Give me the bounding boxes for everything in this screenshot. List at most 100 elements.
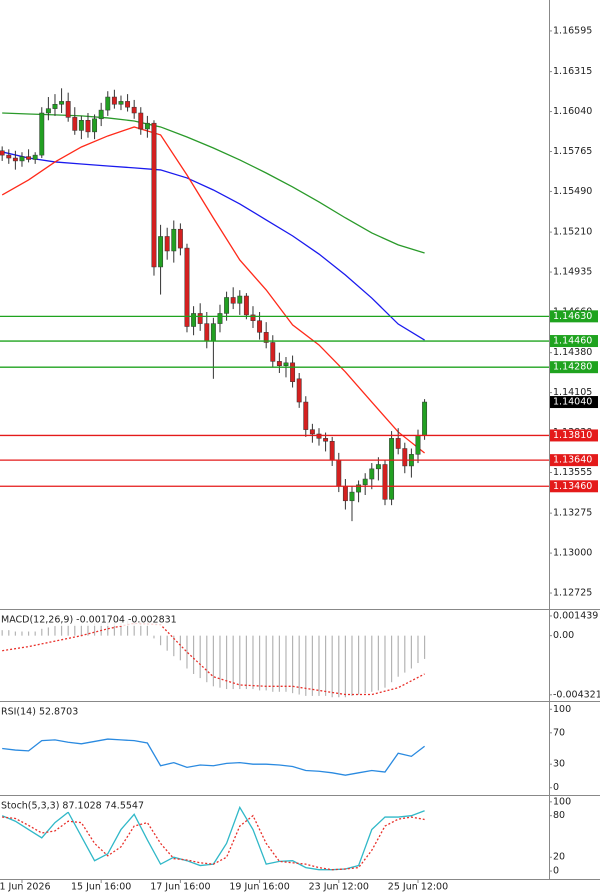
- panel-plot: [1, 805, 425, 871]
- candle-body: [78, 120, 84, 131]
- candle-body: [224, 297, 230, 314]
- candle-body: [375, 464, 381, 470]
- candle-body: [422, 401, 428, 436]
- level-label: 1.14460: [553, 336, 592, 347]
- candle-body: [191, 313, 197, 327]
- candle-body: [369, 468, 375, 480]
- indicator-title-bg: [0, 613, 193, 626]
- y-tick-label: 1.15765: [553, 146, 592, 157]
- level-label-box: [550, 361, 598, 374]
- candle-body: [171, 228, 177, 252]
- candle-body: [197, 313, 203, 324]
- indicator-line: [2, 112, 425, 254]
- candle-body: [309, 429, 315, 435]
- candle-body: [164, 236, 170, 252]
- y-tick-label: -0.004321: [553, 689, 600, 700]
- y-tick-label: 80: [553, 810, 565, 821]
- candle-body: [276, 361, 282, 366]
- candle-body: [389, 438, 395, 500]
- y-tick-label: 0.00: [553, 630, 574, 641]
- candle-body: [257, 320, 263, 333]
- level-label-box: [550, 335, 598, 348]
- y-tick-label: 0.001439: [553, 610, 598, 621]
- candle-body: [0, 150, 5, 156]
- y-tick-label: 20: [553, 852, 565, 863]
- level-label-box: [550, 454, 598, 467]
- candle-body: [415, 435, 421, 455]
- x-tick-label: 23 Jun 12:00: [309, 882, 369, 893]
- candle-body: [105, 96, 111, 111]
- indicator-line: [2, 814, 425, 871]
- candle-body: [316, 433, 322, 439]
- candle-body: [362, 478, 368, 486]
- y-tick-label: 1.15490: [553, 186, 592, 197]
- candle-body: [118, 101, 124, 105]
- candle-body: [263, 332, 269, 343]
- level-label: 1.14280: [553, 362, 592, 373]
- level-label-box: [550, 429, 598, 442]
- x-tick-label: 15 Jun 16:00: [71, 882, 131, 893]
- y-tick-label: 1.16315: [553, 66, 592, 77]
- candle-body: [303, 401, 309, 430]
- candle-body: [323, 438, 329, 442]
- candle-body: [210, 323, 216, 342]
- candle-body: [6, 154, 12, 159]
- x-tick-label: 11 Jun 2026: [0, 882, 51, 893]
- level-label: 1.13640: [553, 455, 592, 466]
- candle-body: [12, 157, 18, 162]
- y-tick-label: 1.14935: [553, 267, 592, 278]
- y-tick-label: 100: [553, 704, 571, 715]
- candle-body: [19, 156, 25, 162]
- y-tick-label: 30: [553, 759, 565, 770]
- candle-body: [144, 122, 150, 130]
- indicator-title: MACD(12,26,9) -0.001704 -0.002831: [1, 615, 177, 626]
- panel-plot: [2, 738, 425, 776]
- indicator-title: RSI(14) 52.8703: [1, 707, 78, 718]
- y-tick-label: 1.14105: [553, 387, 592, 398]
- level-label-box: [550, 480, 598, 493]
- x-tick-label: 25 Jun 12:00: [388, 882, 448, 893]
- candle-body: [329, 441, 335, 461]
- y-tick-label: 1.12725: [553, 588, 592, 599]
- y-tick-label: 1.15210: [553, 227, 592, 238]
- candle-body: [283, 362, 289, 366]
- candle-body: [230, 297, 236, 304]
- candle-body: [65, 101, 71, 118]
- level-label: 1.13810: [553, 430, 592, 441]
- candle-body: [290, 362, 296, 382]
- candle-body: [26, 156, 32, 160]
- last-price-label: 1.14040: [553, 397, 592, 408]
- y-tick-label: 70: [553, 727, 565, 738]
- candle-body: [39, 112, 45, 156]
- candle-body: [98, 109, 104, 120]
- candle-body: [177, 228, 183, 249]
- candle-body: [125, 101, 131, 108]
- level-label: 1.14630: [553, 311, 592, 322]
- candle-body: [349, 491, 355, 502]
- y-tick-label: 1.16595: [553, 25, 592, 36]
- y-tick-label: 1.13000: [553, 548, 592, 559]
- y-tick-label: 0: [553, 782, 559, 793]
- candle-body: [151, 122, 157, 268]
- candle-body: [138, 112, 144, 130]
- indicator-line: [2, 151, 425, 341]
- candle-body: [296, 378, 302, 403]
- y-tick-label: 100: [553, 796, 571, 807]
- y-tick-label: 1.13555: [553, 467, 592, 478]
- panel-plot: [1, 620, 426, 698]
- candle-body: [402, 448, 408, 467]
- candle-body: [243, 295, 249, 316]
- indicator-line: [1, 126, 425, 454]
- candle-body: [72, 117, 78, 131]
- y-tick-label: 1.14380: [553, 347, 592, 358]
- candle-body: [184, 247, 190, 327]
- y-tick-label: 1.13275: [553, 508, 592, 519]
- candle-body: [356, 484, 362, 493]
- indicator-line: [2, 738, 425, 776]
- candle-body: [59, 101, 65, 105]
- indicator-title-bg: [0, 705, 92, 718]
- candle-body: [158, 236, 164, 268]
- candle-body: [32, 154, 38, 160]
